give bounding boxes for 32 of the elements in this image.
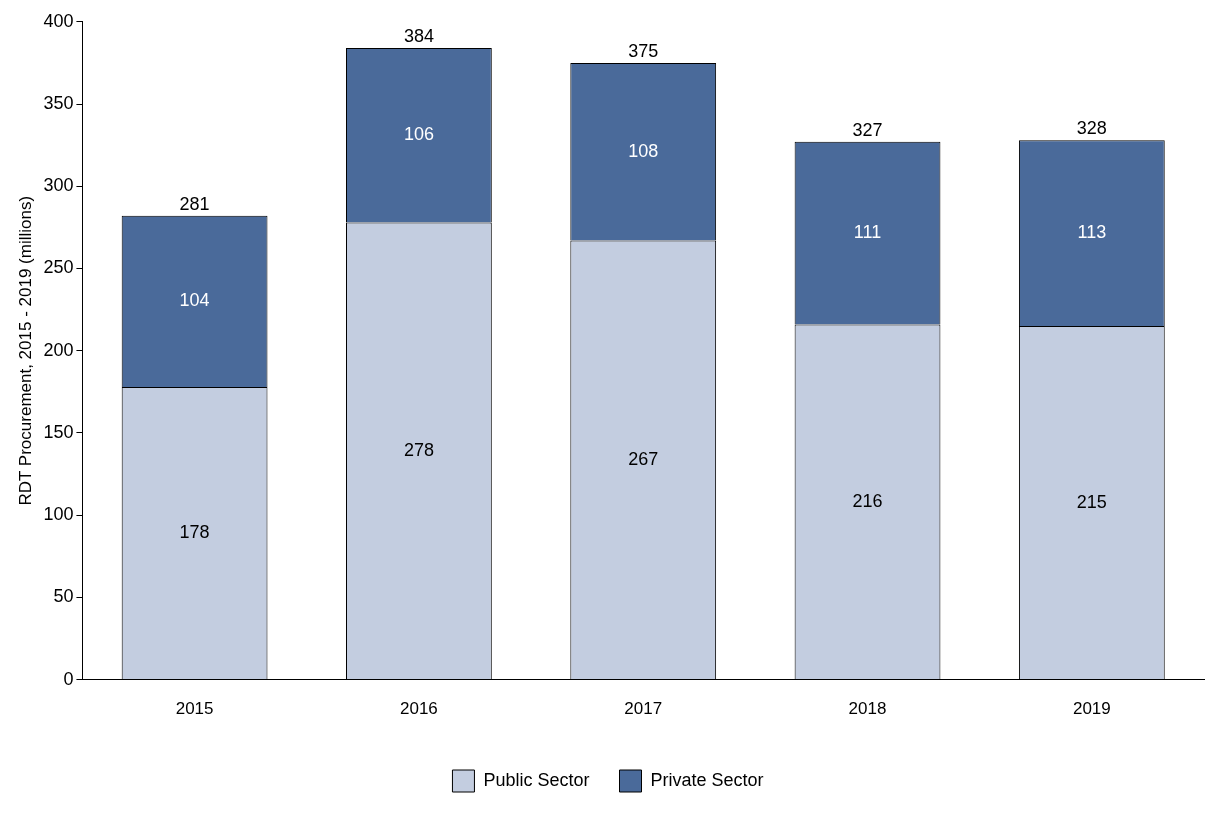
- legend-label: Public Sector: [483, 769, 590, 790]
- data-label: 106: [403, 124, 434, 145]
- data-label: 108: [628, 140, 659, 161]
- y-tick-label: 200: [43, 339, 74, 360]
- data-label: 216: [852, 490, 883, 511]
- legend-label: Private Sector: [650, 769, 764, 790]
- data-label: 278: [403, 439, 434, 460]
- x-tick-label: 2019: [1072, 699, 1111, 719]
- data-label: 111: [853, 222, 882, 243]
- total-label: 281: [179, 193, 210, 214]
- y-tick-label: 100: [43, 504, 74, 525]
- data-label: 113: [1077, 222, 1107, 243]
- y-axis-title: RDT Procurement, 2015 - 2019 (millions): [15, 195, 35, 506]
- total-label: 375: [628, 40, 659, 61]
- x-tick-label: 2016: [399, 699, 438, 719]
- y-tick-label: 250: [43, 257, 74, 278]
- y-tick-label: 300: [43, 175, 74, 196]
- x-tick-label: 2015: [175, 699, 214, 719]
- data-label: 215: [1076, 491, 1107, 512]
- y-tick-label: 150: [43, 421, 74, 442]
- y-tick-label: 350: [43, 92, 74, 113]
- y-tick-label: 400: [43, 10, 74, 31]
- x-tick-label: 2018: [848, 699, 887, 719]
- data-label: 178: [179, 521, 210, 542]
- total-label: 328: [1076, 118, 1107, 139]
- total-label: 384: [403, 26, 434, 47]
- data-label: 267: [628, 448, 659, 469]
- total-label: 327: [852, 119, 883, 140]
- x-tick-label: 2017: [624, 699, 663, 719]
- y-tick-label: 0: [63, 668, 74, 689]
- data-label: 104: [179, 290, 210, 311]
- y-tick-label: 50: [53, 586, 74, 607]
